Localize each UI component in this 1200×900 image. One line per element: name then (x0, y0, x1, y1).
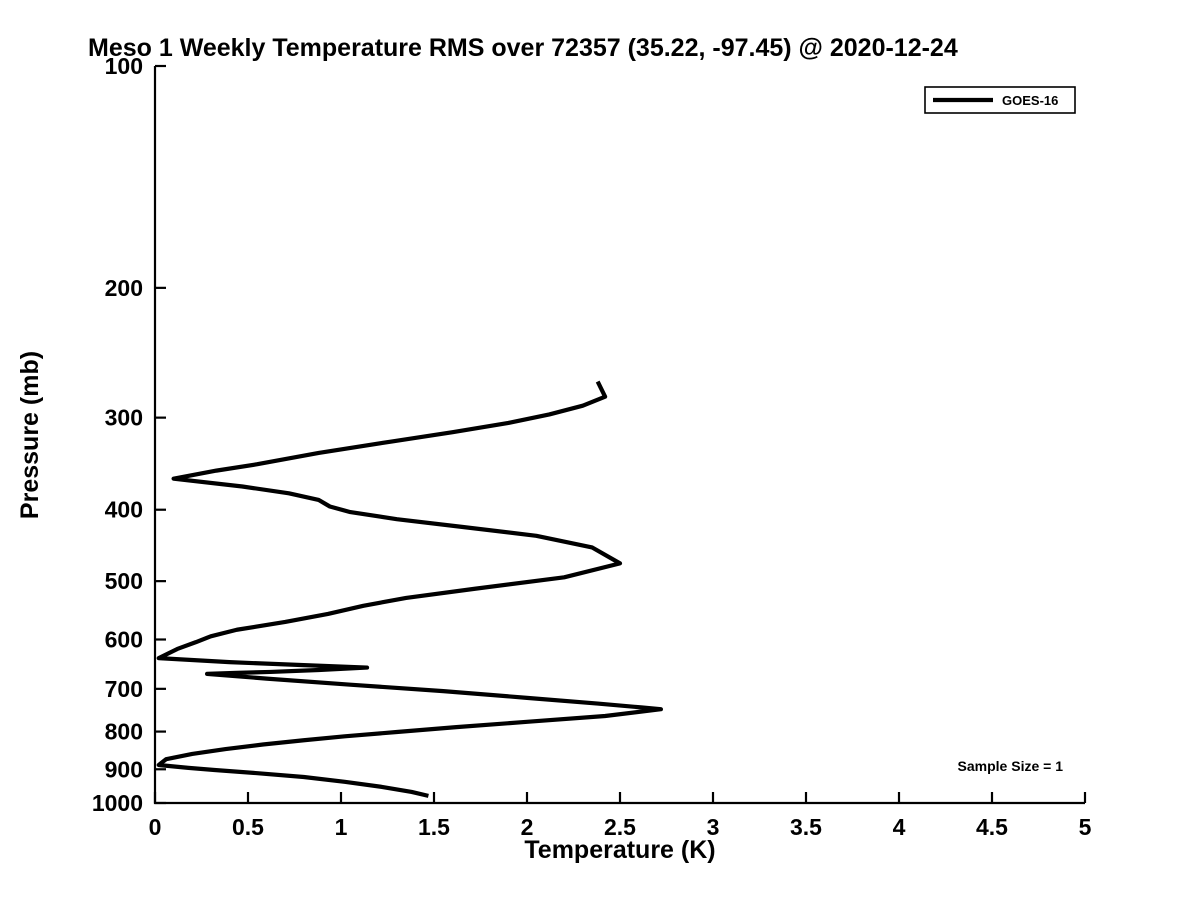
y-tick-label: 400 (105, 497, 143, 523)
x-tick-label: 4.5 (976, 814, 1008, 840)
x-tick-label: 5 (1079, 814, 1092, 840)
x-tick-label: 0 (149, 814, 162, 840)
y-tick-label: 100 (105, 53, 143, 79)
y-tick-label: 1000 (92, 790, 143, 816)
y-tick-label: 200 (105, 275, 143, 301)
y-axis-ticks (155, 64, 166, 805)
x-axis-tick-labels: 0 0.5 1 1.5 2 2.5 3 3.5 4 4.5 5 (149, 814, 1092, 840)
sample-size-annotation: Sample Size = 1 (958, 758, 1064, 774)
legend-box (924, 86, 1076, 114)
x-tick-label: 1.5 (418, 814, 450, 840)
x-tick-label: 1 (335, 814, 348, 840)
x-tick-label: 3.5 (790, 814, 822, 840)
y-axis-label: Pressure (mb) (16, 351, 44, 519)
y-tick-label: 700 (105, 676, 143, 702)
x-tick-label: 3 (707, 814, 720, 840)
y-tick-label: 600 (105, 626, 143, 652)
x-tick-label: 0.5 (232, 814, 264, 840)
x-tick-label: 2 (521, 814, 534, 840)
y-axis-tick-labels: 100 200 300 400 500 600 700 800 900 1000 (92, 53, 143, 816)
y-tick-label: 800 (105, 719, 143, 745)
y-tick-label: 900 (105, 756, 143, 782)
y-tick-label: 300 (105, 405, 143, 431)
legend-label-goes-16: GOES-16 (1002, 93, 1058, 108)
data-line-goes-16 (156, 380, 664, 798)
page-title: Meso 1 Weekly Temperature RMS over 72357… (88, 34, 958, 62)
chart-legend[interactable]: GOES-16 (924, 86, 1076, 114)
data-series-group (156, 380, 664, 798)
x-tick-label: 4 (893, 814, 906, 840)
x-tick-label: 2.5 (604, 814, 636, 840)
x-axis-ticks (153, 792, 1087, 803)
y-tick-label: 500 (105, 568, 143, 594)
x-axis-label: Temperature (K) (524, 836, 715, 864)
